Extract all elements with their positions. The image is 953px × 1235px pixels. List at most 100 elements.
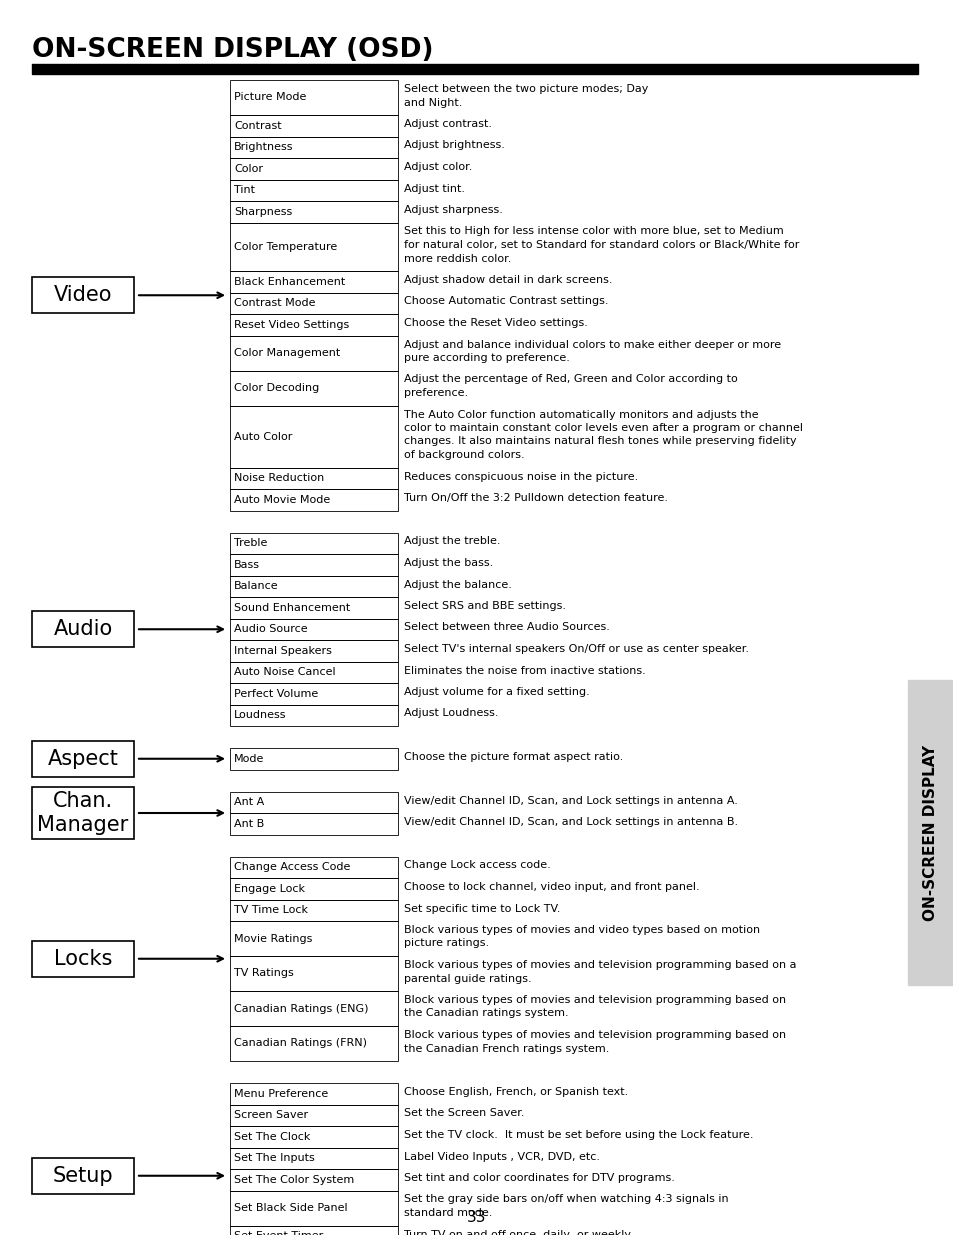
Text: Balance: Balance — [233, 582, 278, 592]
Bar — [230, 792, 397, 813]
Bar — [230, 80, 397, 115]
Bar — [230, 314, 397, 336]
Text: pure according to preference.: pure according to preference. — [403, 353, 569, 363]
Text: Engage Lock: Engage Lock — [233, 884, 305, 894]
Text: of background colors.: of background colors. — [403, 450, 524, 459]
Text: Loudness: Loudness — [233, 710, 286, 720]
Text: Mode: Mode — [233, 753, 264, 763]
Text: preference.: preference. — [403, 388, 468, 398]
Bar — [230, 158, 397, 179]
Text: Adjust brightness.: Adjust brightness. — [403, 141, 504, 151]
Bar — [230, 1225, 397, 1235]
Text: Turn TV on and off once, daily, or weekly.: Turn TV on and off once, daily, or weekl… — [403, 1230, 633, 1235]
Text: Treble: Treble — [233, 538, 267, 548]
Bar — [230, 640, 397, 662]
Text: Set The Inputs: Set The Inputs — [233, 1153, 314, 1163]
Text: Chan.
Manager: Chan. Manager — [37, 790, 129, 835]
Text: Perfect Volume: Perfect Volume — [233, 689, 318, 699]
Text: Choose the Reset Video settings.: Choose the Reset Video settings. — [403, 317, 587, 329]
Text: Picture Mode: Picture Mode — [233, 93, 306, 103]
Text: Set specific time to Lock TV.: Set specific time to Lock TV. — [403, 904, 559, 914]
Bar — [230, 270, 397, 293]
Bar — [32, 65, 917, 74]
Text: Reduces conspicuous noise in the picture.: Reduces conspicuous noise in the picture… — [403, 472, 638, 482]
Bar — [230, 1026, 397, 1061]
Text: standard mode.: standard mode. — [403, 1208, 492, 1218]
Bar — [230, 137, 397, 158]
Text: and Night.: and Night. — [403, 98, 462, 107]
Bar — [230, 704, 397, 726]
Text: Color Management: Color Management — [233, 348, 340, 358]
Bar — [230, 201, 397, 222]
Text: Adjust the balance.: Adjust the balance. — [403, 579, 512, 589]
Text: color to maintain constant color levels even after a program or channel: color to maintain constant color levels … — [403, 424, 802, 433]
Text: ON-SCREEN DISPLAY: ON-SCREEN DISPLAY — [923, 745, 938, 920]
Bar — [230, 683, 397, 704]
Text: Label Video Inputs , VCR, DVD, etc.: Label Video Inputs , VCR, DVD, etc. — [403, 1151, 599, 1161]
Text: 33: 33 — [467, 1210, 486, 1225]
Text: Select between the two picture modes; Day: Select between the two picture modes; Da… — [403, 84, 648, 94]
Text: Noise Reduction: Noise Reduction — [233, 473, 324, 483]
Text: View/edit Channel ID, Scan, and Lock settings in antenna A.: View/edit Channel ID, Scan, and Lock set… — [403, 795, 737, 805]
Text: Brightness: Brightness — [233, 142, 294, 152]
Text: Auto Movie Mode: Auto Movie Mode — [233, 495, 330, 505]
Text: Block various types of movies and television programming based on: Block various types of movies and televi… — [403, 1030, 785, 1040]
Bar — [230, 1126, 397, 1147]
Text: Turn On/Off the 3:2 Pulldown detection feature.: Turn On/Off the 3:2 Pulldown detection f… — [403, 493, 667, 503]
Text: Adjust volume for a fixed setting.: Adjust volume for a fixed setting. — [403, 687, 589, 697]
Bar — [230, 555, 397, 576]
Text: TV Time Lock: TV Time Lock — [233, 905, 308, 915]
Bar — [230, 370, 397, 405]
Bar — [230, 1104, 397, 1126]
Text: Internal Speakers: Internal Speakers — [233, 646, 332, 656]
Text: Eliminates the noise from inactive stations.: Eliminates the noise from inactive stati… — [403, 666, 645, 676]
Text: Set the TV clock.  It must be set before using the Lock feature.: Set the TV clock. It must be set before … — [403, 1130, 753, 1140]
Text: Adjust contrast.: Adjust contrast. — [403, 119, 492, 128]
Text: Screen Saver: Screen Saver — [233, 1110, 308, 1120]
Text: Auto Noise Cancel: Auto Noise Cancel — [233, 667, 335, 677]
Text: Block various types of movies and television programming based on: Block various types of movies and televi… — [403, 995, 785, 1005]
Text: Ant B: Ant B — [233, 819, 264, 829]
Text: Set Event Timer: Set Event Timer — [233, 1231, 323, 1235]
Bar — [230, 597, 397, 619]
Text: Adjust and balance individual colors to make either deeper or more: Adjust and balance individual colors to … — [403, 340, 781, 350]
Text: Audio: Audio — [53, 619, 112, 640]
Bar — [230, 1083, 397, 1104]
Bar — [32, 277, 133, 314]
Text: Set the gray side bars on/off when watching 4:3 signals in: Set the gray side bars on/off when watch… — [403, 1194, 728, 1204]
Bar — [230, 179, 397, 201]
Text: Tint: Tint — [233, 185, 254, 195]
Text: Adjust shadow detail in dark screens.: Adjust shadow detail in dark screens. — [403, 275, 612, 285]
Text: Adjust the bass.: Adjust the bass. — [403, 558, 493, 568]
Bar — [32, 741, 133, 777]
Bar — [230, 619, 397, 640]
Text: Choose English, French, or Spanish text.: Choose English, French, or Spanish text. — [403, 1087, 628, 1097]
Bar — [32, 941, 133, 977]
Text: Set tint and color coordinates for DTV programs.: Set tint and color coordinates for DTV p… — [403, 1173, 674, 1183]
Bar — [230, 1191, 397, 1225]
Text: Color Temperature: Color Temperature — [233, 242, 337, 252]
Bar — [230, 532, 397, 555]
Text: Color Decoding: Color Decoding — [233, 383, 319, 393]
Text: Menu Preference: Menu Preference — [233, 1089, 328, 1099]
Bar — [230, 293, 397, 314]
Text: Canadian Ratings (ENG): Canadian Ratings (ENG) — [233, 1004, 368, 1014]
Text: Set the Screen Saver.: Set the Screen Saver. — [403, 1109, 524, 1119]
Text: Adjust sharpness.: Adjust sharpness. — [403, 205, 502, 215]
Bar — [230, 899, 397, 921]
Text: Black Enhancement: Black Enhancement — [233, 277, 345, 287]
Text: Choose to lock channel, video input, and front panel.: Choose to lock channel, video input, and… — [403, 882, 699, 892]
Text: Sharpness: Sharpness — [233, 206, 292, 217]
Text: Ant A: Ant A — [233, 798, 264, 808]
Bar — [32, 787, 133, 839]
Text: Block various types of movies and video types based on motion: Block various types of movies and video … — [403, 925, 760, 935]
Bar — [230, 857, 397, 878]
Text: more reddish color.: more reddish color. — [403, 253, 511, 263]
Text: Select SRS and BBE settings.: Select SRS and BBE settings. — [403, 601, 565, 611]
Text: the Canadian French ratings system.: the Canadian French ratings system. — [403, 1044, 609, 1053]
Text: Sound Enhancement: Sound Enhancement — [233, 603, 350, 613]
Bar — [230, 468, 397, 489]
Bar — [230, 336, 397, 370]
Text: Adjust the treble.: Adjust the treble. — [403, 536, 500, 547]
Text: Color: Color — [233, 164, 263, 174]
